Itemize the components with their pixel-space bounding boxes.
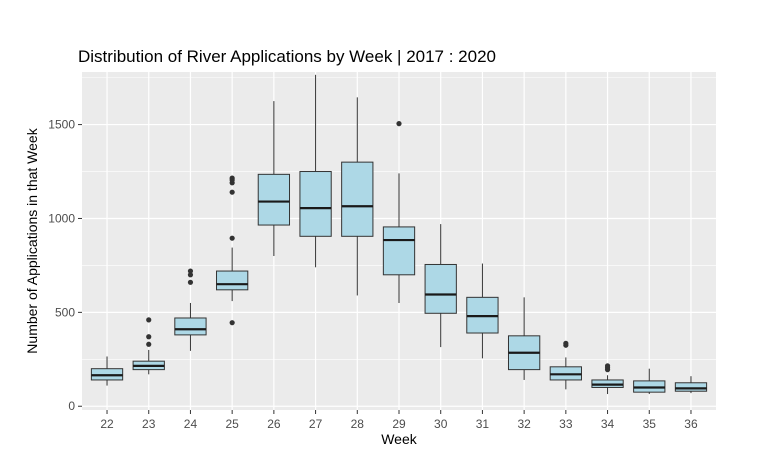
- box-iqr: [174, 317, 207, 336]
- x-tick-label: 35: [643, 417, 657, 431]
- box-series: [90, 74, 708, 395]
- x-tick-label: 30: [434, 417, 448, 431]
- box-iqr: [216, 270, 249, 291]
- x-axis-title: Week: [381, 431, 418, 447]
- outlier-point: [146, 341, 152, 347]
- x-tick-label: 24: [184, 417, 198, 431]
- x-tick-label: 34: [601, 417, 615, 431]
- box-week-31: [466, 263, 499, 359]
- box-week-29: [382, 121, 416, 303]
- box-week-26: [257, 101, 291, 257]
- x-tick-label: 32: [517, 417, 531, 431]
- y-tick-label: 500: [55, 305, 75, 319]
- outlier-point: [187, 279, 194, 285]
- box-week-36: [674, 376, 708, 394]
- outlier-point: [229, 320, 235, 326]
- outlier-point: [229, 189, 235, 195]
- box-iqr: [424, 263, 457, 314]
- outlier-point: [229, 235, 235, 241]
- x-tick-label: 25: [225, 417, 239, 431]
- box-week-33: [549, 340, 582, 390]
- y-axis: 0 500 1000 1500: [48, 118, 82, 413]
- outlier-point: [146, 334, 152, 340]
- outlier-point: [396, 121, 402, 127]
- box-week-23: [132, 317, 165, 375]
- x-tick-label: 31: [476, 417, 490, 431]
- y-tick-label: 0: [68, 399, 75, 413]
- y-axis-title: Number of Applications in that Week: [24, 127, 40, 353]
- x-tick-label: 29: [392, 417, 406, 431]
- box-week-28: [341, 97, 374, 296]
- chart-title: Distribution of River Applications by We…: [78, 47, 496, 66]
- box-week-25: [216, 175, 249, 326]
- outlier-point: [187, 272, 194, 278]
- box-week-24: [174, 268, 207, 351]
- outlier-point: [187, 268, 194, 274]
- box-week-22: [90, 356, 124, 386]
- y-tick-label: 1500: [48, 118, 75, 132]
- box-iqr: [382, 226, 416, 276]
- outlier-point: [604, 363, 611, 369]
- box-iqr: [299, 171, 332, 237]
- box-week-30: [424, 224, 457, 348]
- x-tick-label: 27: [309, 417, 323, 431]
- x-tick-label: 26: [267, 417, 281, 431]
- box-week-35: [633, 368, 666, 395]
- outlier-point: [146, 317, 152, 323]
- outlier-point: [229, 175, 235, 181]
- x-tick-label: 23: [142, 417, 156, 431]
- x-tick-label: 36: [684, 417, 698, 431]
- box-week-32: [507, 297, 541, 380]
- x-tick-label: 33: [559, 417, 573, 431]
- box-iqr: [341, 161, 374, 237]
- box-iqr: [257, 173, 291, 226]
- box-week-34: [591, 363, 624, 395]
- y-tick-label: 1000: [48, 211, 75, 225]
- box-week-27: [299, 74, 332, 268]
- outlier-point: [563, 340, 569, 346]
- box-iqr: [674, 382, 708, 392]
- x-tick-label: 22: [100, 417, 114, 431]
- x-tick-label: 28: [351, 417, 365, 431]
- x-axis: 22 23 24 25 26 27 28 29 30 31 32 33 34 35 36: [100, 410, 698, 431]
